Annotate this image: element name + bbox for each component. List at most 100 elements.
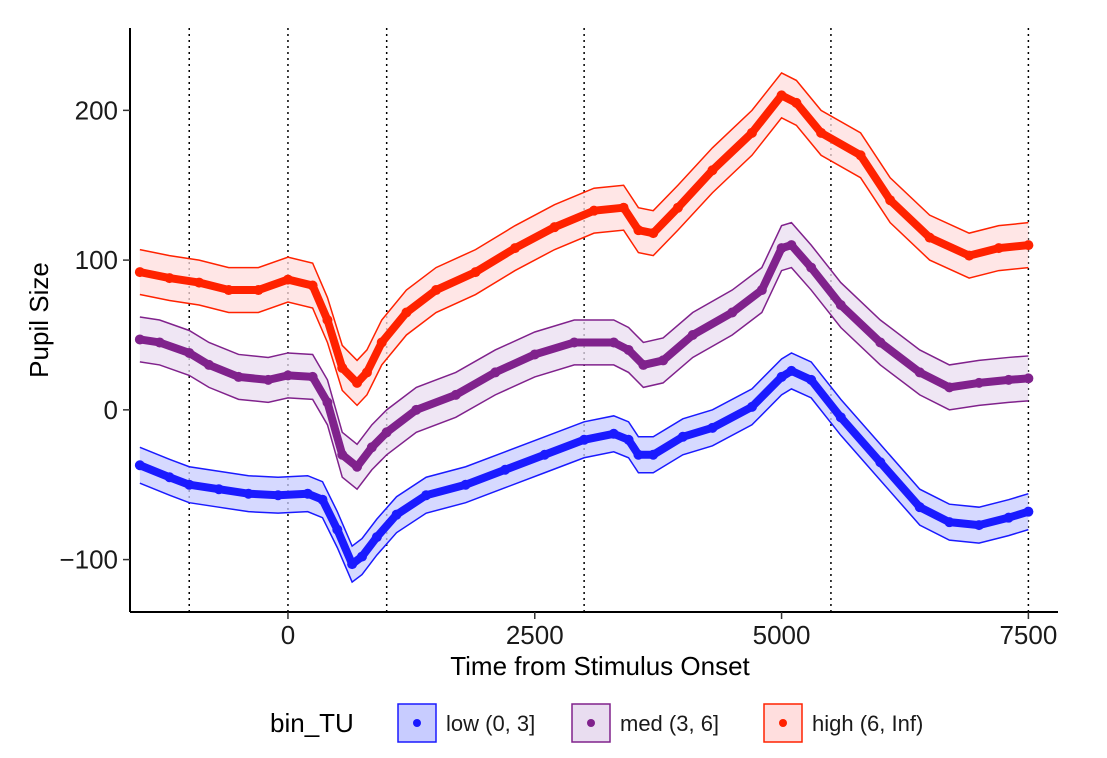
- legend: bin_TU low (0, 3] med (3, 6] high (6, Inf): [270, 703, 923, 743]
- data-point-2-13: [431, 285, 442, 296]
- data-point-1-20: [638, 359, 649, 370]
- data-point-2-32: [1023, 240, 1034, 251]
- data-point-1-13: [411, 404, 422, 415]
- data-point-0-1: [164, 472, 175, 483]
- data-point-0-32: [974, 520, 985, 531]
- data-point-0-22: [677, 431, 688, 442]
- data-point-0-5: [273, 490, 284, 501]
- data-point-0-16: [539, 449, 550, 460]
- data-point-2-29: [924, 232, 935, 243]
- data-point-2-23: [746, 127, 757, 138]
- data-point-2-1: [164, 273, 175, 284]
- data-point-2-19: [633, 225, 644, 236]
- data-point-2-0: [134, 267, 145, 278]
- data-point-2-18: [618, 202, 629, 213]
- data-point-2-16: [549, 222, 560, 233]
- data-point-1-1: [154, 337, 165, 348]
- ci-band-1: [139, 222, 1029, 490]
- data-point-2-25: [791, 97, 802, 108]
- data-point-1-18: [608, 337, 619, 348]
- data-point-2-31: [993, 243, 1004, 254]
- data-point-0-27: [806, 374, 817, 385]
- data-point-1-12: [381, 427, 392, 438]
- data-point-0-29: [875, 457, 886, 468]
- legend-title: bin_TU: [270, 708, 354, 738]
- data-point-0-13: [421, 490, 432, 501]
- data-point-1-15: [490, 367, 501, 378]
- ticks: 0 2500 5000 7500 −100 0 100 200: [59, 95, 1057, 650]
- data-point-1-34: [1023, 373, 1034, 384]
- x-tick-label: 0: [281, 620, 295, 650]
- data-point-0-11: [371, 532, 382, 543]
- data-point-2-20: [648, 228, 659, 239]
- data-point-2-3: [223, 285, 234, 296]
- data-point-1-8: [322, 397, 333, 408]
- data-point-1-32: [974, 377, 985, 388]
- series-1: [134, 221, 1034, 491]
- data-point-2-21: [672, 202, 683, 213]
- data-point-0-4: [243, 488, 254, 499]
- data-point-1-22: [687, 329, 698, 340]
- y-axis-title: Pupil Size: [24, 262, 54, 378]
- data-point-0-0: [134, 460, 145, 471]
- data-point-2-7: [322, 315, 333, 325]
- data-point-2-22: [707, 165, 718, 176]
- data-point-2-17: [589, 205, 599, 216]
- data-point-1-0: [134, 334, 145, 345]
- data-point-0-20: [633, 449, 644, 460]
- data-point-1-3: [203, 359, 214, 370]
- data-point-1-11: [366, 442, 377, 453]
- data-point-0-15: [500, 464, 511, 475]
- data-point-2-27: [855, 150, 866, 161]
- y-tick-label: 0: [104, 395, 118, 425]
- lower-bound-line-2: [139, 116, 1029, 407]
- data-point-1-28: [835, 300, 846, 311]
- data-point-1-4: [233, 371, 244, 382]
- data-point-2-9: [352, 377, 363, 388]
- data-point-0-21: [648, 449, 659, 460]
- data-point-2-15: [510, 243, 521, 254]
- data-point-2-30: [964, 250, 975, 261]
- legend-key-dot-2: [779, 719, 787, 727]
- data-point-1-26: [786, 240, 797, 251]
- lower-bound-line-1: [139, 266, 1029, 491]
- data-point-1-19: [623, 344, 634, 355]
- upper-bound-line-2: [139, 71, 1029, 362]
- data-point-0-23: [707, 422, 718, 433]
- legend-key-dot-1: [587, 719, 595, 727]
- data-point-2-8: [337, 362, 348, 373]
- data-point-0-3: [213, 484, 224, 495]
- series-2: [134, 71, 1034, 407]
- upper-bound-line-1: [139, 221, 1029, 446]
- data-point-1-9: [337, 449, 348, 460]
- data-point-2-11: [376, 337, 387, 348]
- data-point-1-24: [756, 285, 767, 296]
- data-point-0-24: [746, 401, 757, 412]
- data-point-0-18: [608, 428, 619, 439]
- x-tick-label: 7500: [999, 620, 1057, 650]
- data-point-1-16: [529, 349, 540, 360]
- data-point-0-25: [776, 371, 787, 382]
- y-tick-label: 200: [75, 95, 118, 125]
- data-point-1-17: [569, 337, 580, 348]
- lower-bound-line-0: [139, 388, 1029, 584]
- legend-label-1: med (3, 6]: [620, 711, 719, 736]
- data-point-0-33: [1003, 512, 1014, 523]
- data-point-0-6: [302, 488, 313, 499]
- data-point-1-2: [184, 347, 195, 358]
- data-point-0-28: [835, 412, 846, 423]
- data-point-2-24: [776, 90, 787, 101]
- data-point-1-33: [1003, 374, 1014, 385]
- data-point-0-14: [460, 479, 471, 490]
- y-tick-label: −100: [59, 545, 118, 575]
- x-tick-label: 2500: [506, 620, 564, 650]
- data-point-2-6: [307, 280, 318, 291]
- data-point-0-7: [317, 494, 328, 505]
- data-point-0-30: [914, 502, 925, 513]
- y-tick-label: 100: [75, 245, 118, 275]
- data-point-2-14: [470, 267, 481, 278]
- series-layer: [134, 71, 1034, 584]
- data-point-1-10: [352, 461, 363, 472]
